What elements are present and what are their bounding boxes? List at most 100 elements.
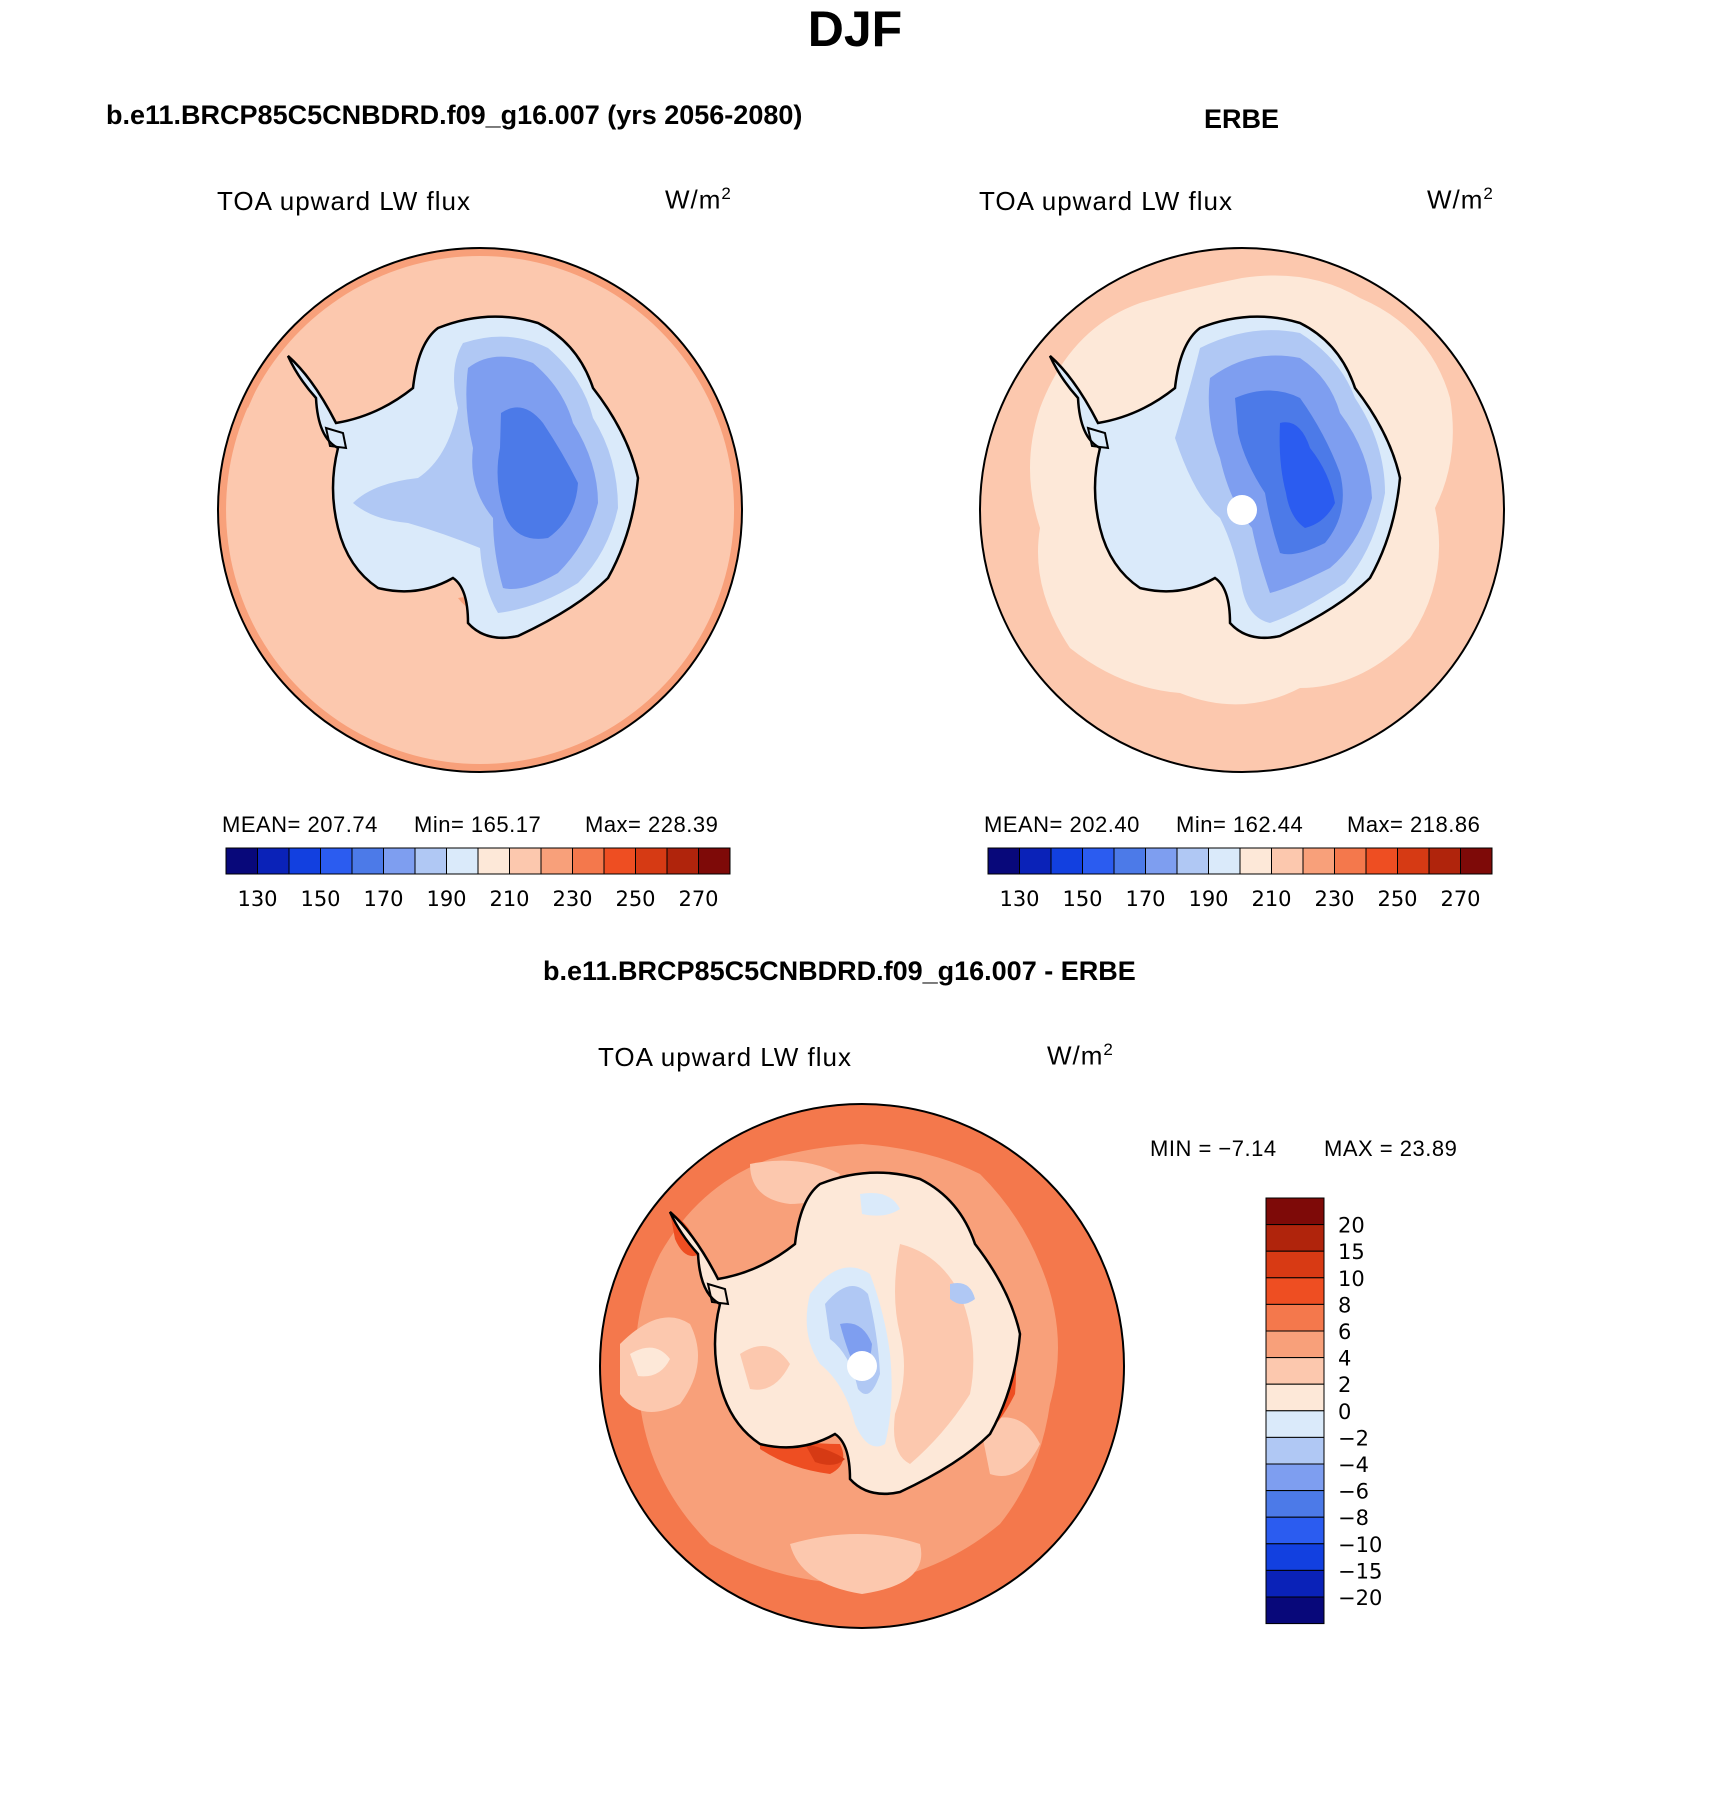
panel2-colorbar-tick-label: 250 [1377,887,1417,911]
panel1-colorbar-swatch [540,847,573,875]
panel1-max-label: Max= [585,812,642,837]
panel2-land-l5 [1279,422,1335,528]
panel1-colorbar-tick-label: 250 [615,887,655,911]
panel3-land-light-b [740,1346,790,1390]
panel2-colorbar-swatch [1302,847,1335,875]
panel2-max-label: Max= [1347,812,1404,837]
panel3-land-neg1-b [860,1193,900,1216]
panel3-colorbar-tick-label: −4 [1338,1453,1369,1477]
panel2-colorbar-tick-label: 210 [1251,887,1291,911]
panel2-min-value: 162.44 [1232,812,1304,837]
panel1-mean-label: MEAN= [222,812,301,837]
panel1-land-l4 [497,407,578,539]
panel3-colorbar-tick-label: 2 [1338,1373,1351,1397]
panel2-mean-value: 202.40 [1069,812,1140,837]
panel2-colorbar-swatch [1428,847,1461,875]
panel2-colorbar-swatch [1176,847,1209,875]
panel1-units-label: W/m2 [665,184,732,215]
panel3-colorbar-swatch [1265,1410,1325,1438]
panel3-colorbar-swatch [1265,1490,1325,1518]
panel3-stats: MIN = −7.14 MAX = 23.89 [1150,1136,1510,1162]
panel3-title: b.e11.BRCP85C5CNBDRD.f09_g16.007 - ERBE [543,956,1136,986]
panel3-colorbar-tick-label: 10 [1338,1267,1365,1291]
panel1-colorbar-swatch [320,847,353,875]
panel2-colorbar-tick-label: 170 [1125,887,1165,911]
panel3-map [599,1103,1125,1629]
panel3-colorbar-swatch [1265,1330,1325,1359]
panel2-coastline [1048,315,1402,640]
panel1-title: b.e11.BRCP85C5CNBDRD.f09_g16.007 (yrs 20… [106,100,803,130]
panel2-colorbar-tick-label: 150 [1062,887,1102,911]
panel1-colorbar-swatch [666,847,699,875]
panel3-pole-hole [847,1351,877,1381]
panel2-colorbar-swatch [1082,847,1115,875]
panel1-colorbar-tick-label: 150 [300,887,340,911]
panel2-colorbar-swatch [1050,847,1083,875]
panel3-land-neg2-b [950,1283,975,1304]
panel2-colorbar-tick-label: 230 [1314,887,1354,911]
panel2-mean-label: MEAN= [984,812,1063,837]
panel1-min-label: Min= [414,812,465,837]
panel2-units-label: W/m2 [1427,184,1494,215]
panel3-max-value: 23.89 [1399,1136,1458,1161]
panel2-colorbar-tick-label: 130 [999,887,1039,911]
panel2-stats: MEAN= 202.40 Min= 162.44 Max= 218.86 [984,812,1504,838]
panel1-colorbar-tick-label: 270 [678,887,718,911]
panel2-colorbar: 130 150 170 190 210 230 250 270 [987,847,1493,911]
panel1-colorbar-swatch [603,847,636,875]
panel3-colorbar-tick-label: −2 [1338,1426,1369,1450]
panel1-colorbar-swatch [257,847,290,875]
panel1-colorbar-tick-label: 130 [237,887,277,911]
panel1-map [217,247,743,773]
panel3-min-value: −7.14 [1218,1136,1277,1161]
panel3-colorbar-swatch [1265,1463,1325,1492]
panel3-pale-patch [630,1347,670,1377]
panel1-colorbar-swatch [383,847,416,875]
panel2-colorbar-swatch [1365,847,1398,875]
panel2-min-label: Min= [1176,812,1227,837]
panel3-colorbar-tick-label: −20 [1338,1586,1382,1610]
panel2-map [979,247,1505,773]
panel1-colorbar-tick-label: 210 [489,887,529,911]
panel2-colorbar-tick-label: 270 [1440,887,1480,911]
panel1-colorbar-swatch [698,847,731,875]
panel1-coastline [286,315,640,640]
panel2-colorbar-swatch [1334,847,1367,875]
panel2-pole-hole [1227,495,1257,525]
panel3-colorbar-tick-label: −10 [1338,1533,1382,1557]
panel3-colorbar-swatch [1265,1303,1325,1332]
panel1-variable-label: TOA upward LW flux [217,186,472,216]
panel1-colorbar-swatch [446,847,479,875]
panel3-light-patch-b [790,1534,922,1594]
panel3-colorbar-tick-label: −6 [1338,1480,1369,1504]
panel1-colorbar-tick-label: 230 [552,887,592,911]
panel1-stats: MEAN= 207.74 Min= 165.17 Max= 228.39 [222,812,742,838]
panel1-mean-value: 207.74 [307,812,378,837]
panel1-colorbar-swatch [635,847,668,875]
figure-title: DJF [807,1,903,57]
panel1-colorbar-swatch [509,847,542,875]
panel3-colorbar-swatch [1265,1277,1325,1305]
panel1-colorbar: 130 150 170 190 210 230 250 270 [225,847,731,911]
panel3-colorbar-swatch [1265,1250,1325,1279]
panel2-colorbar-swatch [1397,847,1430,875]
panel2-colorbar-swatch [1113,847,1146,875]
panel3-colorbar-swatch [1265,1383,1325,1412]
panel3-colorbar-swatch [1265,1516,1325,1545]
panel3-colorbar-swatch [1265,1197,1325,1226]
panel2-title: ERBE [1204,104,1280,134]
panel1-max-value: 228.39 [648,812,719,837]
panel3-colorbar-tick-label: 8 [1338,1293,1351,1317]
panel1-colorbar-swatch [477,847,510,875]
panel2-max-value: 218.86 [1410,812,1481,837]
panel1-colorbar-tick-label: 170 [363,887,403,911]
panel3-max-label: MAX = [1324,1136,1394,1161]
panel3-hotter-patch [805,1444,845,1465]
panel2-colorbar-swatch [987,847,1020,875]
panel3-variable-label: TOA upward LW flux [598,1042,853,1072]
panel3-colorbar-tick-label: 4 [1338,1347,1351,1371]
panel2-colorbar-swatch [1019,847,1052,875]
panel3-colorbar-swatch [1265,1224,1325,1252]
panel1-colorbar-swatch [225,847,258,875]
